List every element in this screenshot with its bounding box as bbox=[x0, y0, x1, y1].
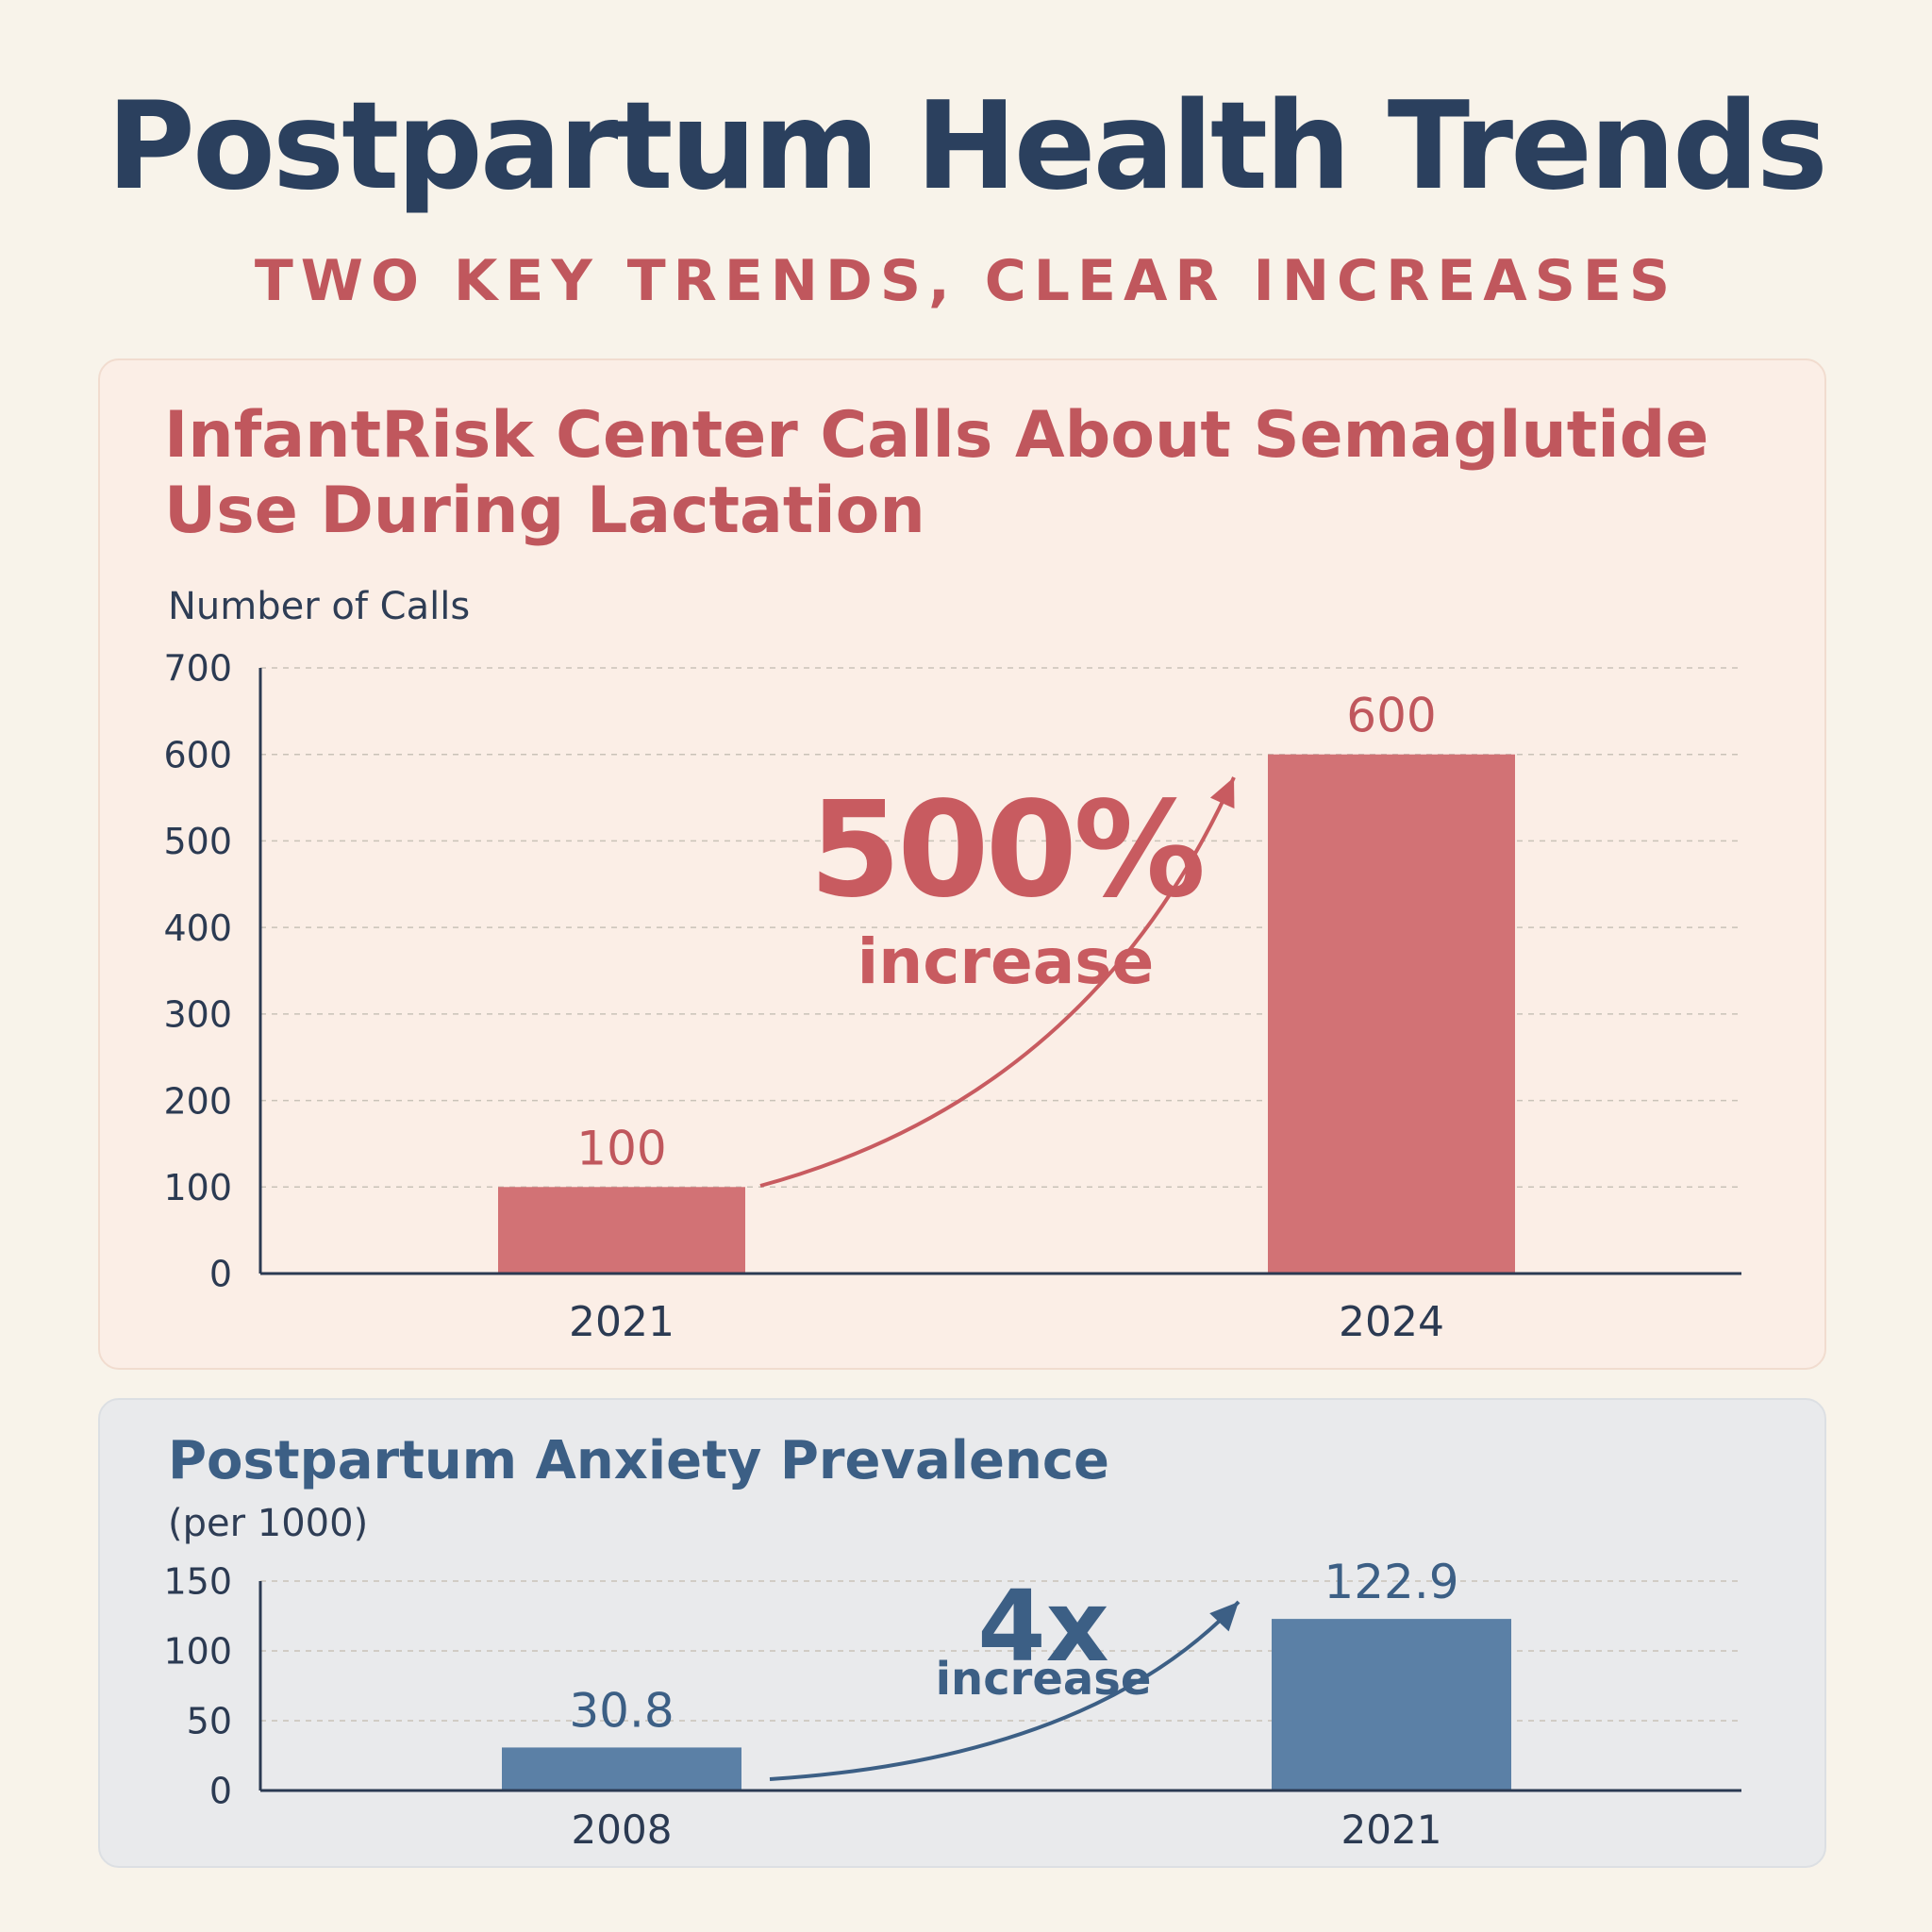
calls-x-tick-label: 2021 bbox=[569, 1298, 675, 1346]
anxiety-y-tick-label: 100 bbox=[163, 1631, 232, 1673]
anxiety-chart-title: Postpartum Anxiety Prevalence bbox=[168, 1430, 1110, 1491]
anxiety-y-tick-label: 50 bbox=[187, 1701, 232, 1742]
calls-bar bbox=[1268, 754, 1515, 1274]
anxiety-increase-arrowhead bbox=[1209, 1602, 1239, 1632]
anxiety-bar-value-label: 30.8 bbox=[569, 1683, 674, 1738]
calls-x-tick-label: 2024 bbox=[1339, 1298, 1444, 1346]
calls-y-tick-label: 200 bbox=[163, 1080, 232, 1122]
anxiety-increase-multiplier: 4x bbox=[977, 1569, 1109, 1684]
calls-increase-label: increase bbox=[857, 925, 1155, 998]
anxiety-bar-chart: 0 50 100 150 30.8 2008 122.9 2021 bbox=[163, 1555, 1741, 1853]
calls-y-tick-label: 300 bbox=[163, 994, 232, 1036]
calls-bar bbox=[498, 1187, 745, 1274]
calls-bar-chart: 0 100 200 300 400 500 600 700 100 2021 600 2024 bbox=[163, 648, 1741, 1346]
calls-bar-value-label: 100 bbox=[576, 1121, 666, 1175]
calls-y-tick-label: 700 bbox=[163, 648, 232, 690]
calls-bar-value-label: 600 bbox=[1346, 689, 1436, 743]
anxiety-unit-label: (per 1000) bbox=[168, 1502, 369, 1545]
calls-y-tick-label: 600 bbox=[163, 734, 232, 775]
calls-chart-panel: InfantRisk Center Calls About Semaglutid… bbox=[98, 358, 1826, 1370]
anxiety-chart-panel: Postpartum Anxiety Prevalence (per 1000)… bbox=[98, 1398, 1826, 1868]
anxiety-y-tick-label: 0 bbox=[209, 1771, 232, 1812]
anxiety-bar-value-label: 122.9 bbox=[1324, 1555, 1458, 1609]
anxiety-bar bbox=[1272, 1619, 1511, 1790]
calls-y-tick-label: 500 bbox=[163, 821, 232, 862]
anxiety-bar bbox=[502, 1747, 741, 1790]
calls-increase-percent: 500% bbox=[808, 774, 1207, 927]
calls-y-axis-label: Number of Calls bbox=[168, 585, 471, 628]
anxiety-increase-label: increase bbox=[935, 1653, 1152, 1706]
anxiety-increase-arrow bbox=[769, 1600, 1241, 1781]
calls-y-tick-label: 0 bbox=[209, 1254, 232, 1295]
calls-chart-title: InfantRisk Center Calls About Semaglutid… bbox=[164, 398, 1709, 549]
calls-y-tick-label: 100 bbox=[163, 1167, 232, 1208]
anxiety-x-tick-label: 2008 bbox=[572, 1807, 673, 1853]
page-title: Postpartum Health Trends bbox=[107, 76, 1828, 217]
anxiety-x-tick-label: 2021 bbox=[1341, 1807, 1442, 1853]
calls-increase-arrow bbox=[759, 776, 1236, 1188]
anxiety-y-tick-label: 150 bbox=[163, 1561, 232, 1603]
calls-increase-arrowhead bbox=[1209, 777, 1235, 809]
page-subtitle: TWO KEY TRENDS, CLEAR INCREASES bbox=[254, 248, 1678, 314]
calls-y-tick-label: 400 bbox=[163, 908, 232, 949]
